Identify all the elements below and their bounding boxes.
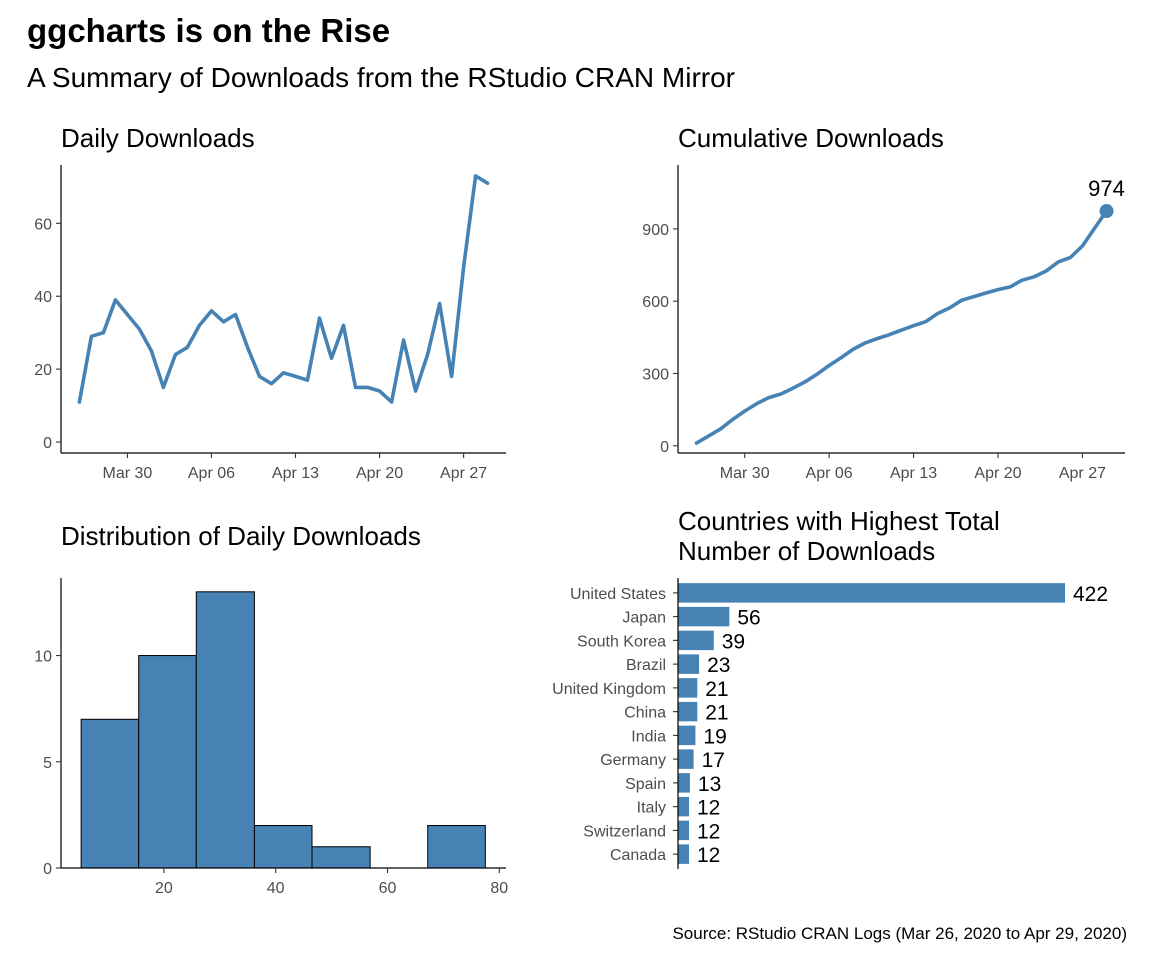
x-tick-label: 20 <box>155 880 173 897</box>
x-tick-label: Apr 13 <box>890 465 937 482</box>
x-tick-label: Apr 27 <box>1059 465 1106 482</box>
y-tick-label: 40 <box>34 289 52 306</box>
bar-value-label: 39 <box>722 630 745 653</box>
country-bar <box>678 820 690 841</box>
histogram-bar <box>253 825 313 869</box>
country-label: Canada <box>610 847 666 864</box>
country-label: United Kingdom <box>552 681 666 698</box>
end-point-marker <box>1099 204 1114 219</box>
bar-value-label: 12 <box>697 797 720 820</box>
country-bar <box>678 654 700 674</box>
x-tick-label: Apr 20 <box>974 465 1021 482</box>
bar-value-label: 19 <box>703 725 726 748</box>
x-tick-label: Mar 30 <box>103 465 153 482</box>
x-tick-label: 40 <box>267 880 285 897</box>
country-label: Spain <box>625 776 666 793</box>
country-bar <box>678 630 714 651</box>
country-bar <box>678 773 690 793</box>
histogram-bar <box>138 655 197 869</box>
panel-0: Daily Downloads 0 20 40 60 Mar 30 Apr 06 Apr 13… <box>34 123 506 482</box>
page-subtitle: A Summary of Downloads from the RStudio … <box>27 62 735 93</box>
series-line <box>77 174 490 404</box>
histogram-bar <box>195 591 255 869</box>
y-tick-label: 300 <box>642 366 669 383</box>
y-tick-label: 900 <box>642 222 669 239</box>
y-tick-label: 60 <box>34 216 52 233</box>
bar-value-label: 17 <box>702 749 725 772</box>
panel-1: Cumulative Downloads 0 300 600 900 Mar 30 Apr … <box>642 123 1125 482</box>
panel-2: Distribution of Daily Downloads 0 5 10 20 40 6… <box>34 521 508 897</box>
x-tick-label: Apr 20 <box>356 465 403 482</box>
y-tick-label: 0 <box>43 435 52 452</box>
country-label: Switzerland <box>583 823 666 840</box>
x-tick-label: Apr 06 <box>188 465 235 482</box>
panel-title-line: Number of Downloads <box>678 536 935 566</box>
x-tick-label: Apr 13 <box>272 465 319 482</box>
x-tick-label: Apr 06 <box>806 465 853 482</box>
country-bar <box>678 749 694 769</box>
country-label: United States <box>570 586 666 603</box>
country-bar <box>678 725 696 746</box>
country-bar <box>678 701 698 722</box>
histogram-bar <box>427 825 486 869</box>
country-bar <box>678 796 690 817</box>
series-line <box>694 209 1109 445</box>
bar-value-label: 12 <box>697 820 720 843</box>
panel-title: Distribution of Daily Downloads <box>61 521 421 551</box>
country-bar <box>678 844 690 864</box>
end-value-label: 974 <box>1088 176 1125 201</box>
y-tick-label: 20 <box>34 362 52 379</box>
country-label: South Korea <box>577 633 666 650</box>
country-label: Brazil <box>626 657 666 674</box>
y-tick-label: 0 <box>660 439 669 456</box>
bar-value-label: 21 <box>705 702 728 725</box>
histogram-bar <box>80 718 140 869</box>
bar-value-label: 422 <box>1073 583 1108 606</box>
source-caption: Source: RStudio CRAN Logs (Mar 26, 2020 … <box>672 924 1127 943</box>
x-tick-label: 60 <box>379 880 397 897</box>
page-title: ggcharts is on the Rise <box>27 12 391 49</box>
country-label: Italy <box>637 800 666 817</box>
histogram-bar <box>311 846 371 869</box>
bar-value-label: 21 <box>705 678 728 701</box>
y-tick-label: 600 <box>642 294 669 311</box>
x-tick-label: Apr 27 <box>440 465 487 482</box>
panel-3: Countries with Highest Total Number of Do… <box>552 506 1108 869</box>
bar-value-label: 12 <box>697 844 720 867</box>
country-label: China <box>624 705 666 722</box>
panel-title-line: Countries with Highest Total <box>678 506 1000 536</box>
x-tick-label: 80 <box>490 880 508 897</box>
y-tick-label: 0 <box>43 861 52 878</box>
y-tick-label: 5 <box>43 755 52 772</box>
panel-title: Daily Downloads <box>61 123 255 153</box>
country-label: India <box>631 728 666 745</box>
country-bar <box>678 583 1065 603</box>
country-label: Japan <box>622 610 666 627</box>
bar-value-label: 23 <box>707 654 730 677</box>
country-label: Germany <box>600 752 666 769</box>
x-tick-label: Mar 30 <box>720 465 770 482</box>
country-bar <box>678 678 698 698</box>
bar-value-label: 13 <box>698 773 721 796</box>
panel-title: Countries with Highest Total Number of Do… <box>678 506 1000 566</box>
bar-value-label: 56 <box>737 607 760 630</box>
country-bar <box>678 606 730 627</box>
panel-title: Cumulative Downloads <box>678 123 944 153</box>
y-tick-label: 10 <box>34 649 52 666</box>
